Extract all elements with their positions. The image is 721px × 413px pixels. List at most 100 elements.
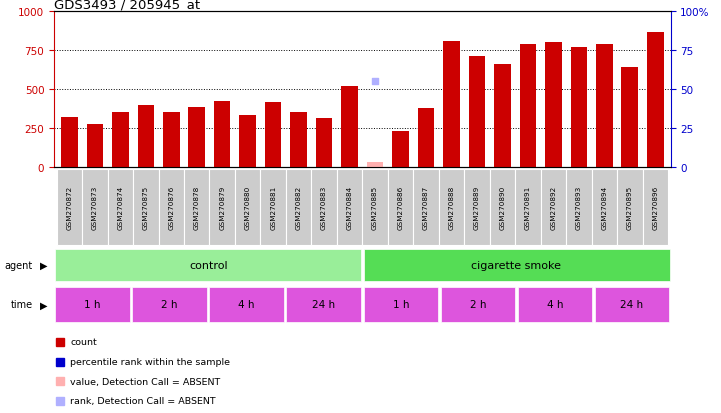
FancyBboxPatch shape <box>260 169 286 246</box>
Bar <box>214 102 231 167</box>
Text: GSM270874: GSM270874 <box>118 185 123 230</box>
Bar <box>316 119 332 167</box>
Text: 24 h: 24 h <box>621 299 644 310</box>
Text: GSM270882: GSM270882 <box>296 185 301 230</box>
FancyBboxPatch shape <box>413 169 438 246</box>
Text: GSM270879: GSM270879 <box>219 185 225 230</box>
Bar <box>647 33 663 167</box>
Bar <box>545 43 562 167</box>
FancyBboxPatch shape <box>388 169 413 246</box>
FancyBboxPatch shape <box>133 169 159 246</box>
FancyBboxPatch shape <box>438 169 464 246</box>
FancyBboxPatch shape <box>235 169 260 246</box>
Bar <box>138 106 154 167</box>
Text: rank, Detection Call = ABSENT: rank, Detection Call = ABSENT <box>70 396 216 406</box>
Bar <box>239 115 256 167</box>
FancyBboxPatch shape <box>591 169 617 246</box>
FancyBboxPatch shape <box>464 169 490 246</box>
Bar <box>417 109 434 167</box>
Text: value, Detection Call = ABSENT: value, Detection Call = ABSENT <box>70 377 221 386</box>
FancyBboxPatch shape <box>209 287 284 322</box>
Text: agent: agent <box>4 260 32 271</box>
FancyBboxPatch shape <box>642 169 668 246</box>
Text: GSM270878: GSM270878 <box>194 185 200 230</box>
FancyBboxPatch shape <box>286 169 311 246</box>
Bar <box>367 163 384 167</box>
FancyBboxPatch shape <box>57 169 82 246</box>
Text: count: count <box>70 338 97 347</box>
FancyBboxPatch shape <box>518 287 592 322</box>
FancyBboxPatch shape <box>107 169 133 246</box>
FancyBboxPatch shape <box>55 249 361 281</box>
FancyBboxPatch shape <box>286 287 361 322</box>
Bar <box>87 125 103 167</box>
Text: GSM270888: GSM270888 <box>448 185 454 230</box>
FancyBboxPatch shape <box>595 287 669 322</box>
Text: 1 h: 1 h <box>392 299 409 310</box>
FancyBboxPatch shape <box>515 169 541 246</box>
FancyBboxPatch shape <box>133 287 207 322</box>
Text: GSM270883: GSM270883 <box>321 185 327 230</box>
FancyBboxPatch shape <box>363 249 670 281</box>
Bar <box>392 132 409 167</box>
FancyBboxPatch shape <box>56 287 130 322</box>
Text: percentile rank within the sample: percentile rank within the sample <box>70 357 230 366</box>
Text: 4 h: 4 h <box>239 299 255 310</box>
Bar <box>112 112 128 167</box>
Text: GSM270886: GSM270886 <box>397 185 404 230</box>
Point <box>369 79 381 85</box>
Text: GSM270893: GSM270893 <box>576 185 582 230</box>
FancyBboxPatch shape <box>363 287 438 322</box>
Bar <box>163 112 180 167</box>
Text: ▶: ▶ <box>40 260 48 271</box>
Bar <box>291 112 307 167</box>
Text: 1 h: 1 h <box>84 299 101 310</box>
Text: GSM270876: GSM270876 <box>168 185 174 230</box>
Text: GSM270880: GSM270880 <box>244 185 251 230</box>
Text: GSM270875: GSM270875 <box>143 185 149 230</box>
Text: GSM270894: GSM270894 <box>601 185 607 230</box>
Bar <box>61 118 78 167</box>
Text: control: control <box>189 260 228 271</box>
Text: GSM270884: GSM270884 <box>347 185 353 230</box>
Text: GSM270895: GSM270895 <box>627 185 633 230</box>
Text: GSM270872: GSM270872 <box>66 185 72 230</box>
FancyBboxPatch shape <box>337 169 362 246</box>
Text: GSM270885: GSM270885 <box>372 185 378 230</box>
Bar <box>265 103 281 167</box>
Bar <box>188 108 205 167</box>
Text: ▶: ▶ <box>40 299 48 310</box>
FancyBboxPatch shape <box>362 169 388 246</box>
FancyBboxPatch shape <box>617 169 642 246</box>
Bar <box>570 48 587 167</box>
FancyBboxPatch shape <box>441 287 516 322</box>
Bar <box>494 65 510 167</box>
FancyBboxPatch shape <box>311 169 337 246</box>
Text: 2 h: 2 h <box>162 299 178 310</box>
FancyBboxPatch shape <box>82 169 107 246</box>
Text: GSM270896: GSM270896 <box>653 185 658 230</box>
Text: GSM270881: GSM270881 <box>270 185 276 230</box>
Text: 2 h: 2 h <box>469 299 486 310</box>
Bar <box>622 68 638 167</box>
Text: GSM270889: GSM270889 <box>474 185 480 230</box>
Text: cigarette smoke: cigarette smoke <box>472 260 562 271</box>
Bar <box>443 42 460 167</box>
Text: time: time <box>10 299 32 310</box>
Text: GSM270892: GSM270892 <box>550 185 557 230</box>
FancyBboxPatch shape <box>210 169 235 246</box>
Text: GSM270890: GSM270890 <box>500 185 505 230</box>
Text: 24 h: 24 h <box>312 299 335 310</box>
Bar <box>520 45 536 167</box>
Text: GDS3493 / 205945_at: GDS3493 / 205945_at <box>54 0 200 11</box>
Text: GSM270887: GSM270887 <box>423 185 429 230</box>
Text: 4 h: 4 h <box>547 299 563 310</box>
FancyBboxPatch shape <box>566 169 591 246</box>
Bar <box>341 87 358 167</box>
FancyBboxPatch shape <box>184 169 210 246</box>
Bar <box>469 57 485 167</box>
Text: GSM270891: GSM270891 <box>525 185 531 230</box>
FancyBboxPatch shape <box>541 169 566 246</box>
Bar <box>596 45 613 167</box>
Text: GSM270873: GSM270873 <box>92 185 98 230</box>
